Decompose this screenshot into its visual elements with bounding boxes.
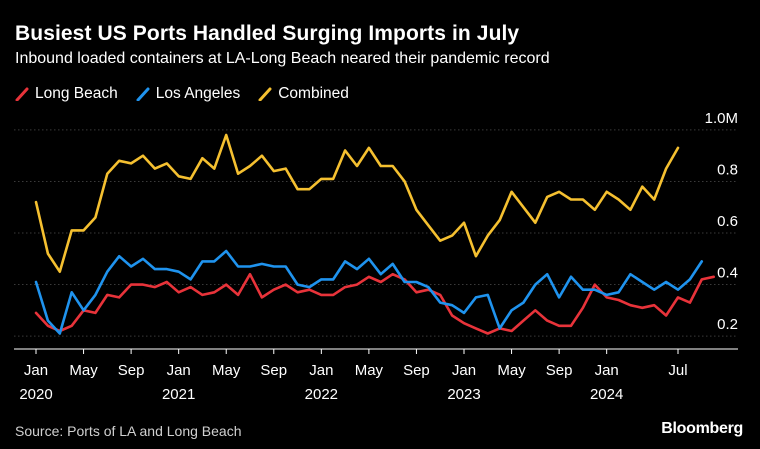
x-tick-label: Jan: [24, 362, 48, 379]
legend-slash-icon: [136, 87, 150, 101]
x-tick-year-label: 2023: [447, 386, 480, 403]
legend-slash-icon: [15, 87, 29, 101]
series-line-los-angeles: [34, 249, 704, 335]
series-line-combined: [34, 133, 680, 274]
x-tick-label: May: [212, 362, 241, 379]
x-tick-label: Jul: [668, 362, 687, 379]
chart-subtitle: Inbound loaded containers at LA-Long Bea…: [15, 50, 550, 67]
x-tick-label: Jan: [167, 362, 191, 379]
y-tick-label: 0.2: [717, 316, 738, 333]
series-line-long-beach: [34, 272, 716, 335]
y-tick-label: 1.0M: [705, 110, 738, 127]
source-note: Source: Ports of LA and Long Beach: [15, 423, 242, 439]
x-tick-label: Sep: [118, 362, 145, 379]
legend-item-los-angeles: Los Angeles: [136, 85, 240, 103]
y-tick-label: 0.4: [717, 265, 738, 282]
x-tick-label: Jan: [595, 362, 619, 379]
legend-label-long-beach: Long Beach: [35, 85, 118, 102]
x-tick-label: Jan: [452, 362, 476, 379]
x-tick-label: May: [355, 362, 384, 379]
x-tick-label: Jan: [309, 362, 333, 379]
x-tick-label: Sep: [546, 362, 573, 379]
x-tick-label: Sep: [260, 362, 287, 379]
y-tick-label: 0.8: [717, 161, 738, 178]
chart-title: Busiest US Ports Handled Surging Imports…: [15, 22, 520, 45]
legend-label-combined: Combined: [278, 85, 349, 102]
legend-slash-icon: [258, 87, 272, 101]
x-tick-year-label: 2021: [162, 386, 195, 403]
legend-item-long-beach: Long Beach: [15, 85, 118, 103]
legend-item-combined: Combined: [258, 85, 349, 103]
x-tick-year-label: 2020: [19, 386, 52, 403]
x-tick-label: May: [497, 362, 526, 379]
legend-label-los-angeles: Los Angeles: [155, 85, 241, 102]
y-tick-label: 0.6: [717, 213, 738, 230]
x-tick-label: Sep: [403, 362, 430, 379]
chart-legend: Long Beach Los Angeles Combined: [15, 85, 367, 103]
x-tick-year-label: 2022: [305, 386, 338, 403]
x-tick-year-label: 2024: [590, 386, 623, 403]
x-tick-label: May: [69, 362, 98, 379]
bloomberg-logo: Bloomberg: [661, 420, 743, 437]
